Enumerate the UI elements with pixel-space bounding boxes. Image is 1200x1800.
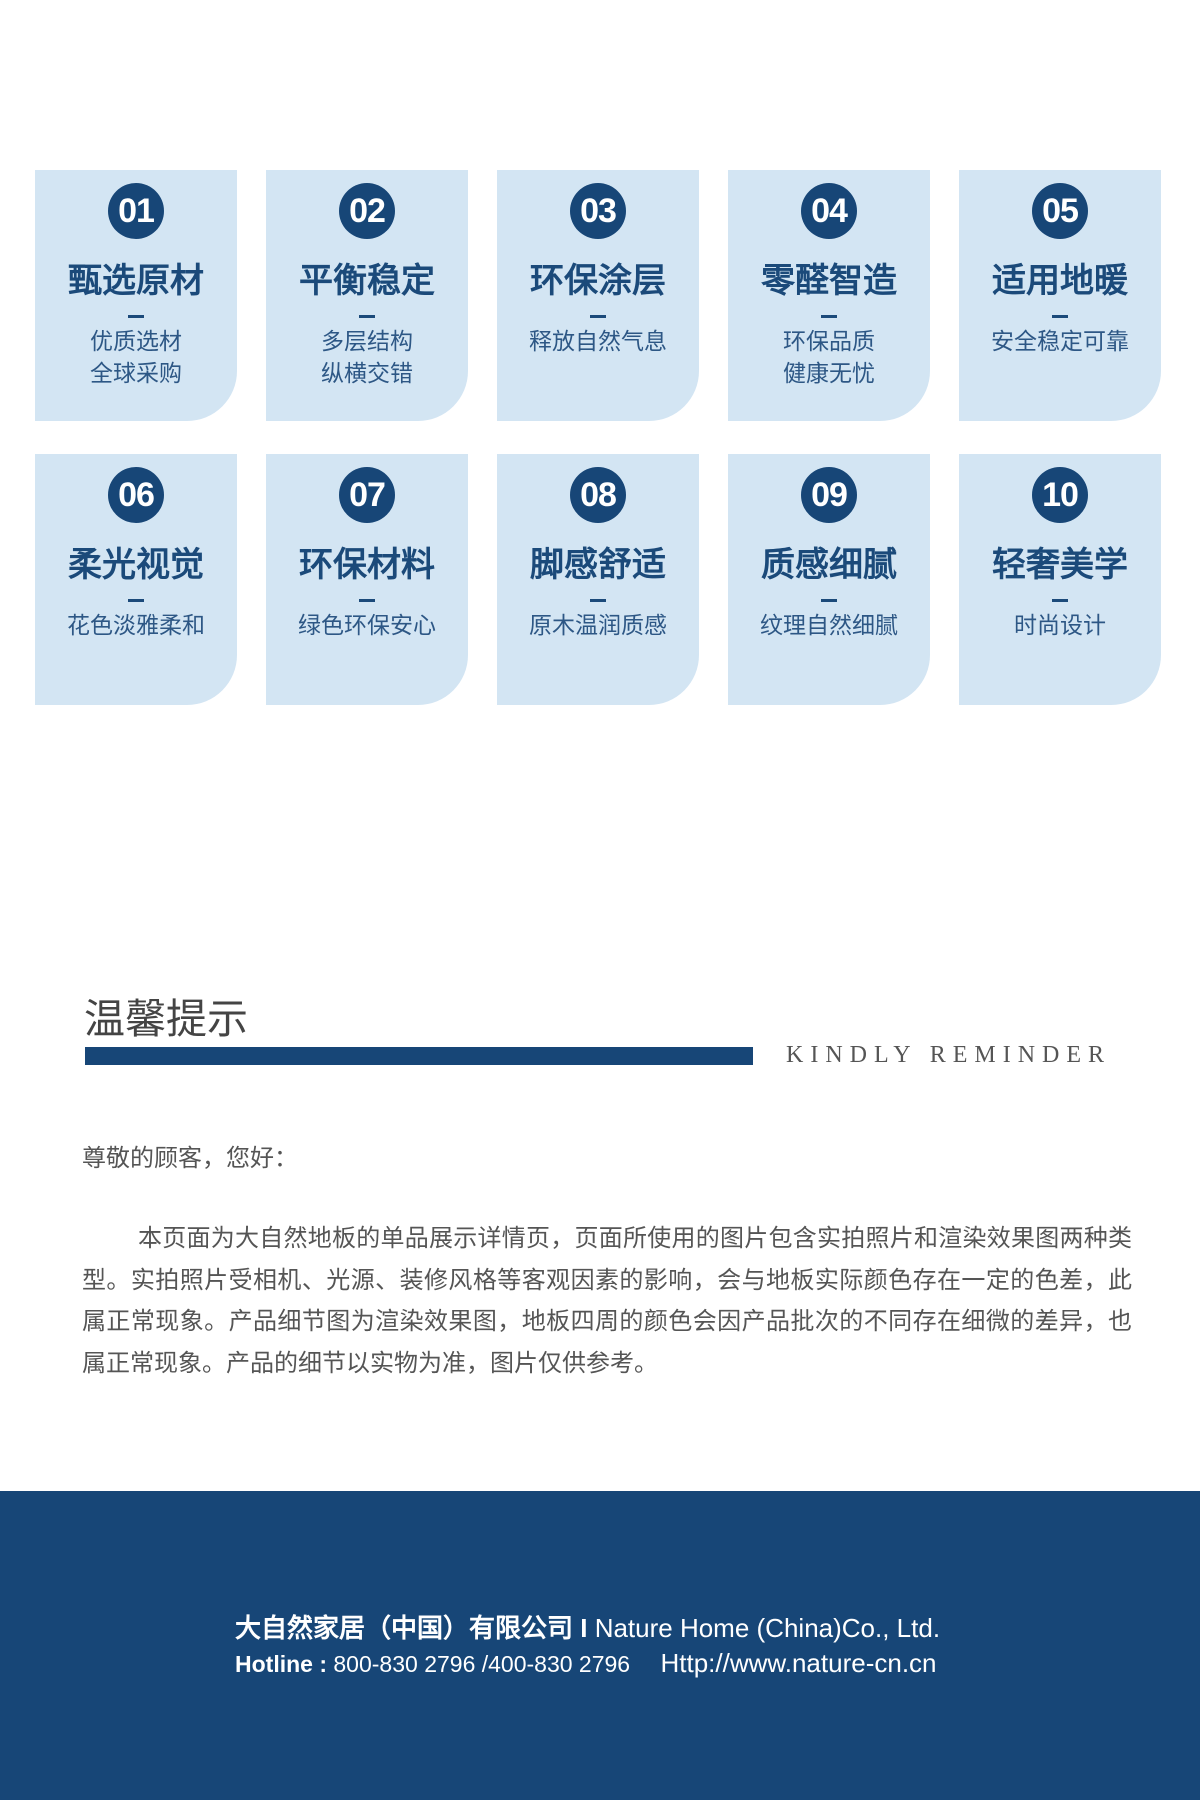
feature-number-badge: 01 — [108, 183, 164, 239]
feature-card: 01 甄选原材优质选材全球采购 — [35, 170, 237, 421]
feature-desc: 绿色环保安心 — [266, 610, 468, 642]
company-name-cn: 大自然家居（中国）有限公司 I — [235, 1613, 588, 1643]
feature-grid: 01 甄选原材优质选材全球采购 02 平衡稳定多层结构纵横交错 03 环保涂层释放自然气息… — [35, 170, 1161, 705]
dash-divider — [1052, 315, 1068, 318]
reminder-divider-bar — [85, 1047, 753, 1065]
dash-divider — [590, 599, 606, 602]
reminder-subtitle: KINDLY REMINDER — [786, 1042, 1112, 1068]
feature-card: 08 脚感舒适原木温润质感 — [497, 454, 699, 705]
feature-desc-line: 纵横交错 — [321, 361, 413, 387]
footer-contact: Hotline : 800-830 2796 /400-830 2796 Htt… — [235, 1648, 937, 1679]
feature-desc: 安全稳定可靠 — [959, 326, 1161, 358]
feature-desc-line: 优质选材 — [90, 329, 182, 355]
feature-number-badge: 06 — [108, 467, 164, 523]
feature-number-badge: 04 — [801, 183, 857, 239]
feature-desc-line: 环保品质 — [783, 329, 875, 355]
feature-card: 07 环保材料绿色环保安心 — [266, 454, 468, 705]
feature-title: 脚感舒适 — [530, 545, 666, 585]
feature-card: 02 平衡稳定多层结构纵横交错 — [266, 170, 468, 421]
feature-desc: 环保品质 健康无忧 — [728, 326, 930, 390]
dash-divider — [359, 315, 375, 318]
feature-desc-line: 安全稳定可靠 — [991, 329, 1129, 355]
dash-divider — [359, 599, 375, 602]
hotline-label: Hotline : — [235, 1651, 327, 1677]
dash-divider — [1052, 599, 1068, 602]
dash-divider — [590, 315, 606, 318]
feature-number-badge: 10 — [1032, 467, 1088, 523]
dash-divider — [128, 315, 144, 318]
reminder-title: 温馨提示 — [84, 995, 248, 1043]
feature-card: 05 适用地暖安全稳定可靠 — [959, 170, 1161, 421]
feature-title: 甄选原材 — [68, 261, 204, 301]
feature-desc-line: 健康无忧 — [783, 361, 875, 387]
feature-desc: 优质选材 全球采购 — [35, 326, 237, 390]
dash-divider — [821, 315, 837, 318]
feature-number-badge: 09 — [801, 467, 857, 523]
feature-card: 09 质感细腻纹理自然细腻 — [728, 454, 930, 705]
website-link[interactable]: Http://www.nature-cn.cn — [660, 1648, 937, 1678]
feature-number-badge: 07 — [339, 467, 395, 523]
feature-card: 03 环保涂层释放自然气息 — [497, 170, 699, 421]
feature-desc-line: 原木温润质感 — [529, 613, 667, 639]
reminder-greeting: 尊敬的顾客，您好： — [82, 1144, 298, 1172]
feature-desc-line: 全球采购 — [90, 361, 182, 387]
reminder-body: 本页面为大自然地板的单品展示详情页，页面所使用的图片包含实拍照片和渲染效果图两种… — [82, 1224, 1132, 1377]
feature-desc: 花色淡雅柔和 — [35, 610, 237, 642]
feature-title: 环保材料 — [299, 545, 435, 585]
feature-title: 柔光视觉 — [68, 545, 204, 585]
company-name-en: Nature Home (China)Co., Ltd. — [594, 1613, 941, 1643]
feature-title: 适用地暖 — [992, 261, 1128, 301]
feature-card: 04 零醛智造环保品质健康无忧 — [728, 170, 930, 421]
feature-title: 零醛智造 — [761, 261, 897, 301]
feature-card: 06 柔光视觉花色淡雅柔和 — [35, 454, 237, 705]
feature-desc-line: 绿色环保安心 — [298, 613, 436, 639]
feature-desc: 释放自然气息 — [497, 326, 699, 358]
feature-number-badge: 03 — [570, 183, 626, 239]
feature-desc-line: 纹理自然细腻 — [760, 613, 898, 639]
feature-desc: 时尚设计 — [959, 610, 1161, 642]
feature-desc-line: 释放自然气息 — [529, 329, 667, 355]
feature-desc: 原木温润质感 — [497, 610, 699, 642]
feature-title: 质感细腻 — [761, 545, 897, 585]
feature-desc-line: 多层结构 — [321, 329, 413, 355]
footer-company: 大自然家居（中国）有限公司 I Nature Home (China)Co., … — [235, 1608, 940, 1645]
feature-desc: 纹理自然细腻 — [728, 610, 930, 642]
feature-title: 轻奢美学 — [992, 545, 1128, 585]
feature-card: 10 轻奢美学时尚设计 — [959, 454, 1161, 705]
hotline-numbers: 800-830 2796 /400-830 2796 — [333, 1651, 631, 1677]
feature-title: 环保涂层 — [530, 261, 666, 301]
dash-divider — [128, 599, 144, 602]
feature-desc-line: 花色淡雅柔和 — [67, 613, 205, 639]
feature-desc-line: 时尚设计 — [1014, 613, 1106, 639]
dash-divider — [821, 599, 837, 602]
feature-number-badge: 05 — [1032, 183, 1088, 239]
footer: 大自然家居（中国）有限公司 I Nature Home (China)Co., … — [0, 1491, 1200, 1800]
feature-desc: 多层结构 纵横交错 — [266, 326, 468, 390]
feature-title: 平衡稳定 — [299, 261, 435, 301]
feature-number-badge: 08 — [570, 467, 626, 523]
feature-number-badge: 02 — [339, 183, 395, 239]
